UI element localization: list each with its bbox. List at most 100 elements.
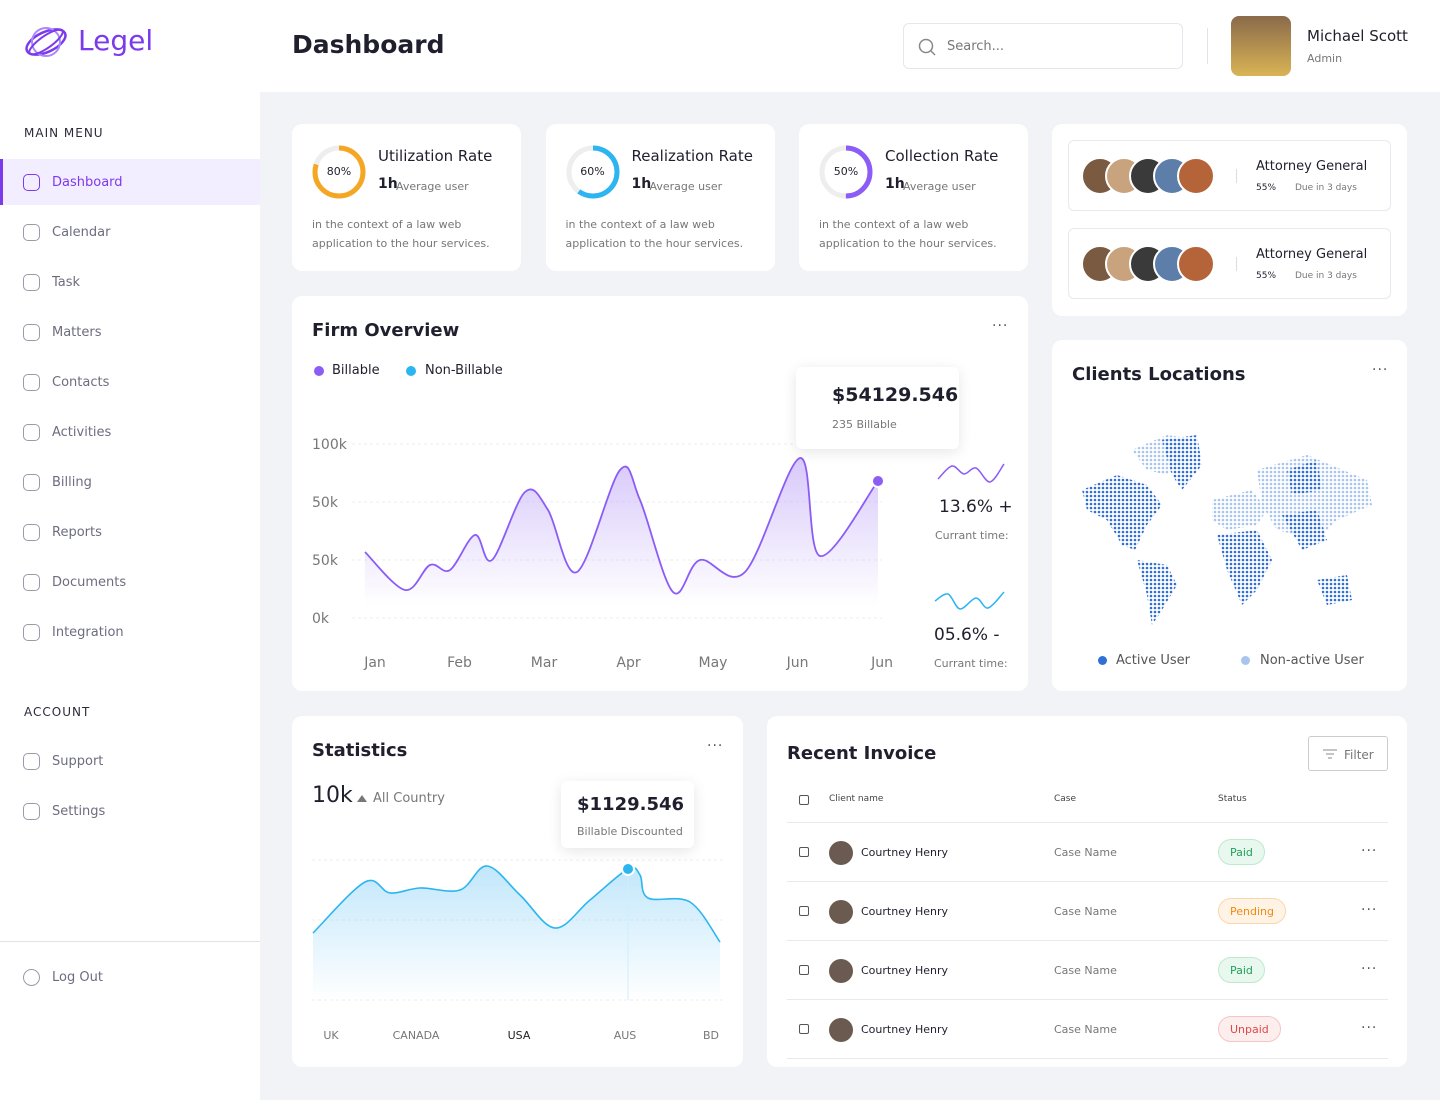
x-label: Mar [531, 655, 558, 671]
menu-label: Activities [52, 424, 112, 440]
pointer [620, 848, 636, 857]
menu-item[interactable]: Billing [0, 459, 260, 505]
row-menu[interactable]: ··· [1361, 902, 1378, 918]
menu-label: Reports [52, 524, 102, 540]
x-label: AUS [614, 1029, 637, 1042]
legend-dot [1241, 656, 1250, 665]
up-icon [357, 795, 367, 802]
divider [0, 941, 260, 942]
filter-button[interactable]: Filter [1308, 736, 1388, 771]
attorney-card: Attorney General 55% Due in 3 days Attorney… [1052, 124, 1407, 316]
card-title: Clients Locations [1072, 364, 1246, 385]
menu-item[interactable]: Task [0, 259, 260, 305]
sidebar: Legel MAIN MENU ACCOUNT Log Out Dashboar… [0, 0, 260, 1100]
menu-icon [23, 802, 40, 820]
menu-icon [23, 323, 40, 341]
divider [1207, 28, 1208, 64]
menu-label: Task [52, 274, 81, 290]
pointer [868, 451, 888, 464]
menu-item[interactable]: Support [0, 738, 260, 784]
more-button[interactable]: ··· [1372, 362, 1389, 378]
page-title: Dashboard [292, 30, 445, 59]
logo-icon [25, 27, 67, 57]
rate-hours: 1h [631, 176, 652, 192]
legend-dot [1098, 656, 1107, 665]
menu-item[interactable]: Reports [0, 509, 260, 555]
menu-item[interactable]: Integration [0, 609, 260, 655]
menu-label: Documents [52, 574, 127, 590]
row-menu[interactable]: ··· [1361, 1020, 1378, 1036]
stat-total: 10k [312, 783, 353, 808]
menu-icon [23, 473, 40, 491]
client-avatar [829, 959, 853, 983]
row-divider [787, 881, 1388, 882]
more-button[interactable]: ··· [992, 318, 1009, 334]
avatar [1177, 157, 1215, 195]
y-label: 50k [312, 495, 339, 511]
logout[interactable]: Log Out [0, 954, 260, 1000]
checkbox[interactable] [799, 847, 809, 857]
menu-item[interactable]: Activities [0, 409, 260, 455]
attorney-due: Due in 3 days [1295, 183, 1357, 193]
menu-icon [23, 623, 40, 641]
checkbox[interactable] [799, 795, 809, 805]
line [364, 457, 879, 595]
case-name: Case Name [1054, 964, 1117, 977]
menu-item[interactable]: Contacts [0, 359, 260, 405]
area [365, 457, 878, 606]
client-name: Courtney Henry [861, 964, 949, 977]
point [871, 474, 885, 488]
section-title: ACCOUNT [24, 705, 91, 719]
row-divider [787, 999, 1388, 1000]
checkbox[interactable] [799, 906, 809, 916]
user-avatar[interactable] [1231, 16, 1291, 76]
search-box[interactable]: Search... [903, 23, 1183, 69]
client-avatar [829, 1018, 853, 1042]
menu-icon [23, 752, 40, 770]
tooltip-caption: 235 Billable [832, 418, 897, 431]
card-title: Statistics [312, 740, 408, 761]
rate-title: Utilization Rate [378, 147, 493, 165]
row-divider [787, 940, 1388, 941]
row-menu[interactable]: ··· [1361, 961, 1378, 977]
section-title: MAIN MENU [24, 126, 104, 140]
row-menu[interactable]: ··· [1361, 843, 1378, 859]
status-pill: Paid [1218, 957, 1265, 983]
case-name: Case Name [1054, 905, 1117, 918]
y-label: 100k [312, 437, 348, 453]
header: Dashboard Search... Michael Scott Admin [260, 0, 1440, 92]
donut-arc [819, 145, 873, 199]
client-name: Courtney Henry [861, 1023, 949, 1036]
brand: Legel [78, 24, 154, 57]
legend-label: Billable [332, 363, 380, 378]
checkbox[interactable] [799, 1024, 809, 1034]
divider [1236, 169, 1237, 183]
stat-value: 13.6% + [939, 497, 1013, 517]
line [312, 865, 721, 943]
more-button[interactable]: ··· [707, 738, 724, 754]
x-label: Feb [447, 655, 472, 671]
donut [819, 145, 873, 199]
checkbox[interactable] [799, 965, 809, 975]
statistics-card: Statistics ··· 10k All Country UK CANADA U… [292, 716, 743, 1067]
menu-item[interactable]: Matters [0, 309, 260, 355]
divider [1236, 257, 1237, 271]
attorney-due: Due in 3 days [1295, 271, 1357, 281]
x-label: UK [323, 1029, 339, 1042]
x-label: May [699, 655, 728, 671]
y-label: 50k [312, 553, 339, 569]
client-avatar [829, 900, 853, 924]
menu-item[interactable]: Documents [0, 559, 260, 605]
legend-label: Non-Billable [425, 363, 503, 378]
row-divider [787, 822, 1388, 823]
menu-item[interactable]: Settings [0, 788, 260, 834]
rate-hours: 1h [378, 176, 398, 192]
menu-item[interactable]: Dashboard [0, 159, 260, 205]
firm-overview-card: Firm Overview ··· Billable Non-Billable … [292, 296, 1028, 691]
client-name: Courtney Henry [861, 846, 949, 859]
donut [312, 145, 366, 199]
menu-item[interactable]: Calendar [0, 209, 260, 255]
menu-icon [23, 173, 40, 191]
menu-icon [23, 523, 40, 541]
tooltip-caption: Billable Discounted [577, 825, 683, 838]
